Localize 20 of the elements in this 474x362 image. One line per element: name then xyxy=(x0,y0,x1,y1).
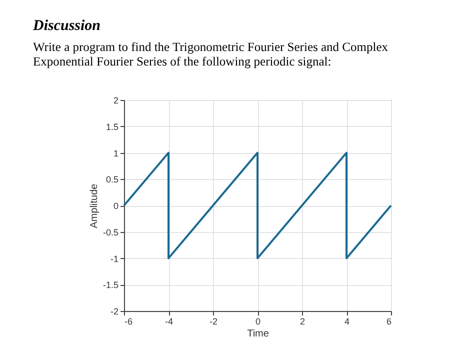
y-tick-label: 2 xyxy=(113,96,118,106)
x-tick-label: 2 xyxy=(300,316,306,326)
y-tick-label: 1 xyxy=(113,148,118,158)
x-tick-label: -4 xyxy=(164,316,174,326)
y-tick-label: -0.5 xyxy=(102,227,118,238)
x-tick-label: -6 xyxy=(124,316,133,326)
y-tick-label: 0.5 xyxy=(106,174,118,185)
x-tick-label: 0 xyxy=(255,316,261,326)
y-tick-label: -1 xyxy=(110,254,118,264)
chart-subtitle: Write a program to find the Trigonometric Fourier Series and Complex Exponential Fourier Series of the following periodic signal: xyxy=(33,40,389,68)
chart-title: Discussion xyxy=(32,18,101,34)
x-tick-label: -2 xyxy=(209,316,218,326)
y-tick-label: 0 xyxy=(113,201,118,211)
x-tick-label: 4 xyxy=(344,316,350,326)
x-tick-label: 6 xyxy=(386,316,392,326)
y-tick-label: -2 xyxy=(110,306,118,316)
y-tick-label: 1.5 xyxy=(106,122,118,132)
x-axis-title: Time xyxy=(247,328,270,340)
y-axis-title: Amplitude xyxy=(88,183,100,228)
y-tick-label: -1.5 xyxy=(102,280,118,290)
